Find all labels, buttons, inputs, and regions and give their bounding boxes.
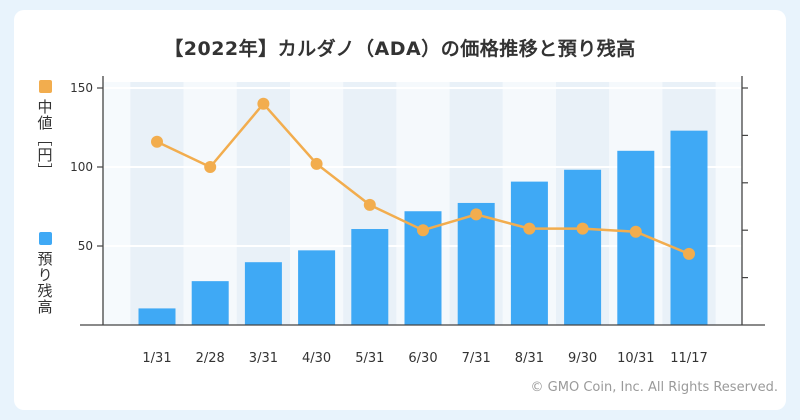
bar-balance: [191, 281, 229, 325]
left-tick-label: 50: [78, 239, 93, 253]
x-tick-label: 3/31: [249, 351, 278, 366]
legend-median-label: 中値［円］: [35, 99, 54, 179]
bar-balance: [298, 250, 336, 325]
point-median: [470, 208, 483, 221]
legend-balance-swatch: [38, 232, 52, 245]
point-median: [417, 224, 429, 237]
x-tick-label: 7/31: [462, 351, 491, 366]
point-median: [363, 198, 376, 211]
left-tick-label: 150: [70, 81, 93, 95]
point-median: [310, 157, 323, 170]
x-tick-label: 5/31: [355, 351, 384, 366]
x-tick-label: 11/17: [670, 351, 707, 366]
bar-balance: [564, 169, 602, 325]
point-median: [204, 161, 217, 173]
x-tick-label: 6/30: [408, 351, 437, 366]
point-median: [523, 222, 536, 235]
bar-balance: [138, 308, 176, 325]
x-tick-label: 8/31: [515, 351, 544, 366]
category-band: [130, 82, 184, 325]
point-median: [576, 222, 589, 235]
bar-balance: [351, 229, 389, 325]
bar-balance: [457, 202, 495, 325]
legend-median-swatch: [38, 80, 52, 93]
bar-balance: [670, 130, 708, 325]
x-tick-label: 9/30: [568, 351, 597, 366]
point-median: [683, 247, 695, 260]
legend-median: 中値［円］: [30, 80, 60, 179]
x-tick-label: 1/31: [142, 351, 171, 366]
copyright: © GMO Coin, Inc. All Rights Reserved.: [530, 380, 778, 395]
chart-title: 【2022年】カルダノ（ADA）の価格推移と預り残高: [164, 38, 636, 60]
point-median: [151, 135, 163, 148]
point-median: [257, 97, 270, 110]
point-median: [629, 225, 642, 238]
legend-balance-label: 預り残高: [35, 251, 54, 315]
x-tick-label: 2/28: [196, 351, 225, 366]
left-tick-label: 100: [70, 160, 93, 174]
x-tick-label: 4/30: [302, 351, 331, 366]
bar-balance: [510, 181, 548, 325]
x-tick-label: 10/31: [617, 351, 654, 366]
legend-balance: 預り残高: [30, 232, 60, 315]
bar-balance: [244, 262, 282, 325]
